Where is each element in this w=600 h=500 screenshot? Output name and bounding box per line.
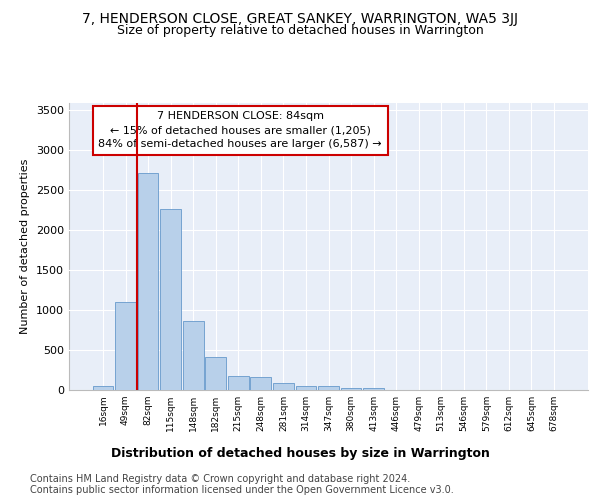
Bar <box>250 377 271 390</box>
Bar <box>363 388 384 390</box>
Text: Contains public sector information licensed under the Open Government Licence v3: Contains public sector information licen… <box>30 485 454 495</box>
Bar <box>296 386 316 390</box>
Text: 7, HENDERSON CLOSE, GREAT SANKEY, WARRINGTON, WA5 3JJ: 7, HENDERSON CLOSE, GREAT SANKEY, WARRIN… <box>82 12 518 26</box>
Text: Contains HM Land Registry data © Crown copyright and database right 2024.: Contains HM Land Registry data © Crown c… <box>30 474 410 484</box>
Bar <box>228 376 248 390</box>
Bar <box>205 358 226 390</box>
Text: 7 HENDERSON CLOSE: 84sqm
← 15% of detached houses are smaller (1,205)
84% of sem: 7 HENDERSON CLOSE: 84sqm ← 15% of detach… <box>98 111 382 149</box>
Bar <box>341 388 361 390</box>
Bar <box>92 386 113 390</box>
Bar <box>183 322 203 390</box>
Bar <box>318 386 339 390</box>
Bar <box>137 173 158 390</box>
Y-axis label: Number of detached properties: Number of detached properties <box>20 158 31 334</box>
Bar <box>115 302 136 390</box>
Bar <box>273 383 294 390</box>
Bar <box>160 208 181 390</box>
Text: Distribution of detached houses by size in Warrington: Distribution of detached houses by size … <box>110 448 490 460</box>
Text: Size of property relative to detached houses in Warrington: Size of property relative to detached ho… <box>116 24 484 37</box>
